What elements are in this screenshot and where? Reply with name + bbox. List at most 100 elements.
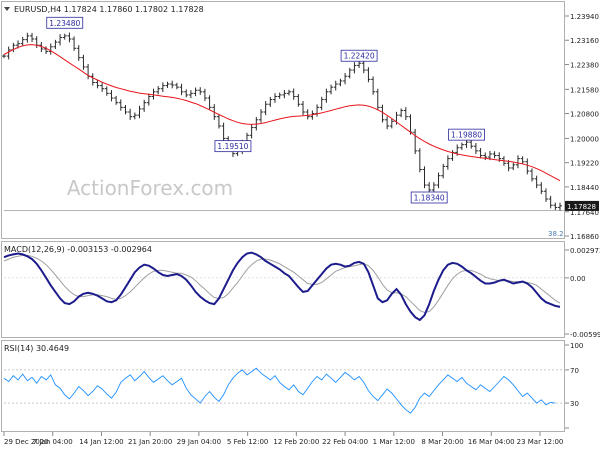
price-bar [329, 84, 334, 95]
macd-panel-frame [1, 241, 565, 338]
rsi-line [3, 367, 556, 414]
price-bar [282, 90, 287, 99]
x-tick-label: 23 Mar 12:00 [517, 438, 564, 446]
rsi-tick-label: 70 [570, 367, 579, 375]
price-bar [118, 99, 123, 111]
price-bar [48, 43, 53, 55]
price-bar [287, 89, 292, 96]
price-bar [6, 46, 11, 60]
price-bar [174, 82, 179, 90]
price-bar [72, 36, 77, 51]
price-bar [2, 54, 6, 59]
moving-average-line [3, 44, 561, 182]
price-bar [179, 83, 184, 96]
price-bar [137, 105, 142, 119]
price-bar [198, 87, 203, 95]
rsi-tick-label: 30 [570, 400, 579, 408]
price-tick-label: 1.16860 [570, 233, 599, 241]
last-price-label: 1.17828 [567, 203, 596, 211]
x-tick-label: 21 Jan 20:00 [128, 438, 172, 446]
price-bar [44, 46, 49, 54]
swing-annotation-label: 1.22420 [344, 52, 375, 61]
price-bar [128, 108, 133, 120]
price-bar [216, 114, 221, 129]
price-bar [558, 202, 562, 211]
price-bar [403, 107, 408, 121]
price-bar [469, 139, 474, 149]
watermark: ActionForex.com [67, 176, 233, 200]
price-tick-label: 1.19220 [570, 160, 599, 168]
price-bar [296, 94, 301, 107]
price-bar [207, 95, 212, 111]
price-bar [114, 95, 119, 105]
price-tick-label: 1.21580 [570, 86, 599, 94]
price-bar [291, 88, 296, 100]
price-bar [67, 32, 72, 43]
swing-annotation-label: 1.23480 [49, 19, 80, 28]
price-tick-label: 1.22380 [570, 61, 599, 69]
price-bar [76, 45, 81, 61]
macd-tick-label: 0.002973 [570, 247, 600, 255]
price-bar [478, 148, 483, 159]
price-bar [165, 81, 170, 88]
fib-level-label: 38.2 [548, 230, 564, 238]
x-tick-label: 12 Feb 20:00 [273, 438, 319, 446]
price-bar [483, 152, 488, 161]
price-bar [357, 60, 362, 68]
price-bar [361, 60, 366, 74]
price-bar [151, 88, 156, 100]
price-bar [352, 62, 357, 74]
price-bar [193, 87, 198, 97]
price-bar [385, 116, 390, 130]
price-bar [338, 78, 343, 87]
price-bar [366, 67, 371, 83]
price-bar [431, 182, 436, 193]
x-tick-label: 1 Mar 12:00 [373, 438, 415, 446]
price-bar [188, 90, 193, 99]
price-bar [301, 101, 306, 116]
rsi-y-axis: 100 70 30 [565, 342, 583, 429]
price-bar [333, 80, 338, 91]
price-bar [529, 168, 534, 182]
price-bar [441, 163, 446, 179]
price-bar [520, 156, 525, 165]
swing-annotation: 1.22420 [340, 49, 378, 62]
price-bar [534, 175, 539, 189]
price-bar [548, 195, 553, 209]
macd-tick-label: 0.00 [570, 275, 586, 283]
rsi-plot [3, 367, 564, 414]
price-bar [25, 32, 30, 43]
x-tick-label: 7 Jan 04:00 [33, 438, 73, 446]
price-bar [417, 148, 422, 173]
price-bar [156, 86, 161, 95]
price-bar [39, 42, 44, 53]
price-bar [525, 158, 530, 175]
price-bar [422, 166, 427, 189]
price-bar [20, 36, 25, 47]
price-bar [319, 96, 324, 111]
dropdown-triangle-icon[interactable] [4, 7, 10, 11]
price-tick-label: 1.20800 [570, 111, 599, 119]
swing-annotation: 1.19510 [214, 140, 252, 153]
price-bar [347, 67, 352, 79]
price-bar [305, 109, 310, 120]
x-tick-label: 16 Mar 04:00 [468, 438, 515, 446]
price-tick-label: 1.18440 [570, 184, 599, 192]
price-bar [132, 112, 137, 120]
price-bar [202, 88, 207, 102]
price-tick-label: 1.17640 [570, 209, 599, 217]
price-bar [492, 151, 497, 159]
price-bar [100, 82, 105, 92]
price-bar [436, 172, 441, 189]
price-bar [90, 73, 95, 86]
price-tick-label: 1.20000 [570, 135, 599, 143]
price-bar [399, 108, 404, 118]
price-tick-label: 1.23940 [570, 13, 599, 21]
price-bar [249, 124, 254, 139]
price-bar [95, 79, 100, 89]
price-bar [109, 90, 114, 102]
price-bar [511, 162, 516, 171]
price-bar [146, 93, 151, 106]
price-bar [142, 99, 147, 112]
price-bar [413, 128, 418, 155]
